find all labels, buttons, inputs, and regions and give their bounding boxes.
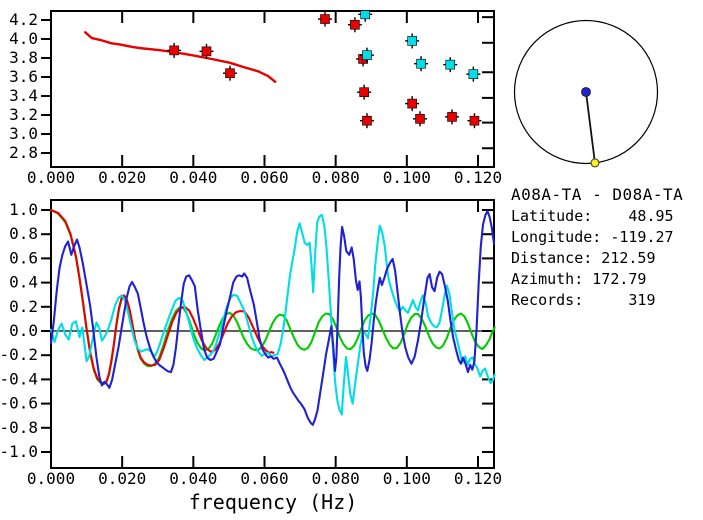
red-pick-marker[interactable] [447,112,457,122]
y-tick-label: -0.4 [0,369,38,388]
y-tick-label: 3.2 [9,105,38,124]
azimuth-line: Azimuth: 172.79 [511,270,647,288]
x-tick-label: 0.040 [169,168,217,187]
y-tick-label: 3.4 [9,86,38,105]
latitude-line: Latitude: 48.95 [511,207,674,225]
red-pick-marker[interactable] [320,14,330,24]
cyan-pick-marker[interactable] [362,50,372,60]
red-pick-marker[interactable] [469,115,480,126]
cyan-pick-marker[interactable] [416,58,426,69]
reference-station-dot [581,87,591,97]
azimuth-line [585,91,596,164]
distance-line: Distance: 212.59 [511,249,656,267]
x-tick-label: 0.100 [383,168,431,187]
dispersion-curve [83,31,277,84]
y-tick-label: -0.6 [0,394,38,413]
longitude-line: Longitude: -119.27 [511,228,674,246]
x-tick-label: 0.060 [240,168,288,187]
azimuth-circle-panel [513,19,659,168]
red-trace [49,208,275,385]
red-pick-marker[interactable] [225,68,235,78]
cyan-pick-marker[interactable] [445,59,456,70]
y-tick-label: 0.8 [9,224,38,243]
x-tick-label: 0.080 [312,168,360,187]
x-tick-label: 0.040 [169,469,217,488]
blue-trace [49,210,496,426]
x-axis-title: frequency (Hz) [188,490,358,514]
x-tick-label: 0.100 [383,469,431,488]
cyan-pick-marker[interactable] [360,10,370,20]
red-pick-marker[interactable] [350,19,360,30]
y-tick-label: -0.8 [0,418,38,437]
x-tick-label: 0.080 [312,469,360,488]
y-tick-label: 0.0 [9,321,38,340]
plot-frame [50,199,495,469]
y-tick-label: 3.8 [9,48,38,67]
y-tick-label: 4.0 [9,29,38,48]
y-tick-label: 2.8 [9,143,38,162]
cyan-pick-marker[interactable] [407,36,417,46]
red-pick-marker[interactable] [415,114,425,124]
paired-station-dot [590,158,600,168]
x-tick-label: 0.000 [27,469,75,488]
y-tick-label: 0.2 [9,297,38,316]
x-tick-label: 0.020 [98,469,146,488]
dispersion-chart[interactable]: 0.000 0.020 0.040 0.060 0.080 0.100 0.1202.83.… [9,7,502,187]
station-pair-title: A08A-TA - D08A-TA [511,185,684,204]
dispersion-plot-area[interactable] [83,7,482,129]
y-tick-label: 3.6 [9,67,38,86]
x-tick-label: 0.060 [240,469,288,488]
records-line: Records: 319 [511,291,656,309]
red-pick-marker[interactable] [169,45,179,56]
waveform-chart[interactable]: 0.000 0.020 0.040 0.060 0.080 0.100 0.120 -1.0 -… [0,199,502,488]
cyan-trace [49,213,496,416]
y-tick-label: 1.0 [9,200,38,219]
red-pick-marker[interactable] [359,87,369,97]
y-tick-label: 4.2 [9,10,38,29]
red-pick-marker[interactable] [201,46,212,57]
y-tick-label: -0.2 [0,345,38,364]
y-tick-label: 0.6 [9,248,38,267]
x-tick-label: 0.120 [454,469,502,488]
red-pick-marker[interactable] [362,115,372,126]
y-tick-label: 3.0 [9,124,38,143]
waveform-plot-area[interactable] [49,208,496,426]
y-tick-label: -1.0 [0,442,38,461]
x-tick-label: 0.020 [98,168,146,187]
x-tick-label: 0.000 [27,168,75,187]
red-pick-marker[interactable] [407,98,417,109]
x-tick-label: 0.120 [454,168,502,187]
cyan-pick-marker[interactable] [468,69,479,79]
plot-frame [50,10,495,168]
y-tick-label: 0.4 [9,273,38,292]
station-info-block: A08A-TA - D08A-TA Latitude: 48.95 Longit… [511,184,683,311]
azimuth-circle [513,19,659,165]
